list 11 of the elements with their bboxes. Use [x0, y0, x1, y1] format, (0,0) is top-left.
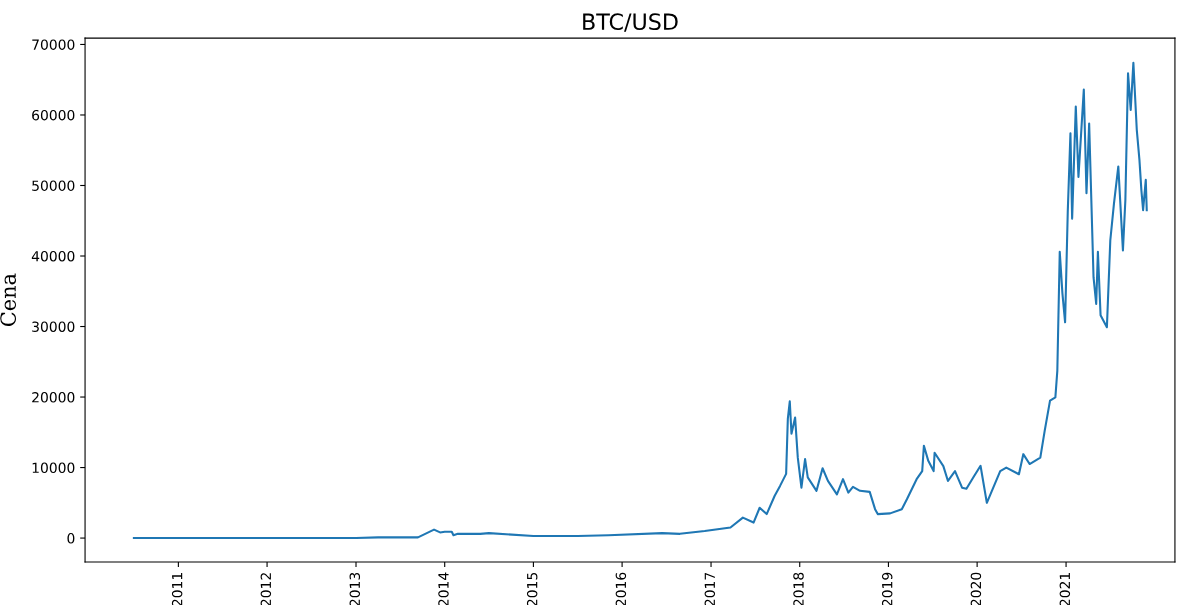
y-tick-label: 20000 — [32, 392, 75, 403]
line-series — [132, 61, 1148, 540]
y-tick-label: 50000 — [32, 180, 75, 191]
y-tick-label: 40000 — [31, 250, 75, 262]
y-tick-label: 70000 — [32, 39, 75, 50]
y-axis-title: Cena — [0, 273, 17, 326]
y-tick-label: 60000 — [32, 109, 75, 121]
y-tick-label: 10000 — [32, 462, 75, 474]
y-tick-label: 30000 — [32, 321, 75, 332]
y-tick-label: 0 — [67, 533, 75, 544]
chart-title: BTC/USD — [583, 13, 678, 32]
